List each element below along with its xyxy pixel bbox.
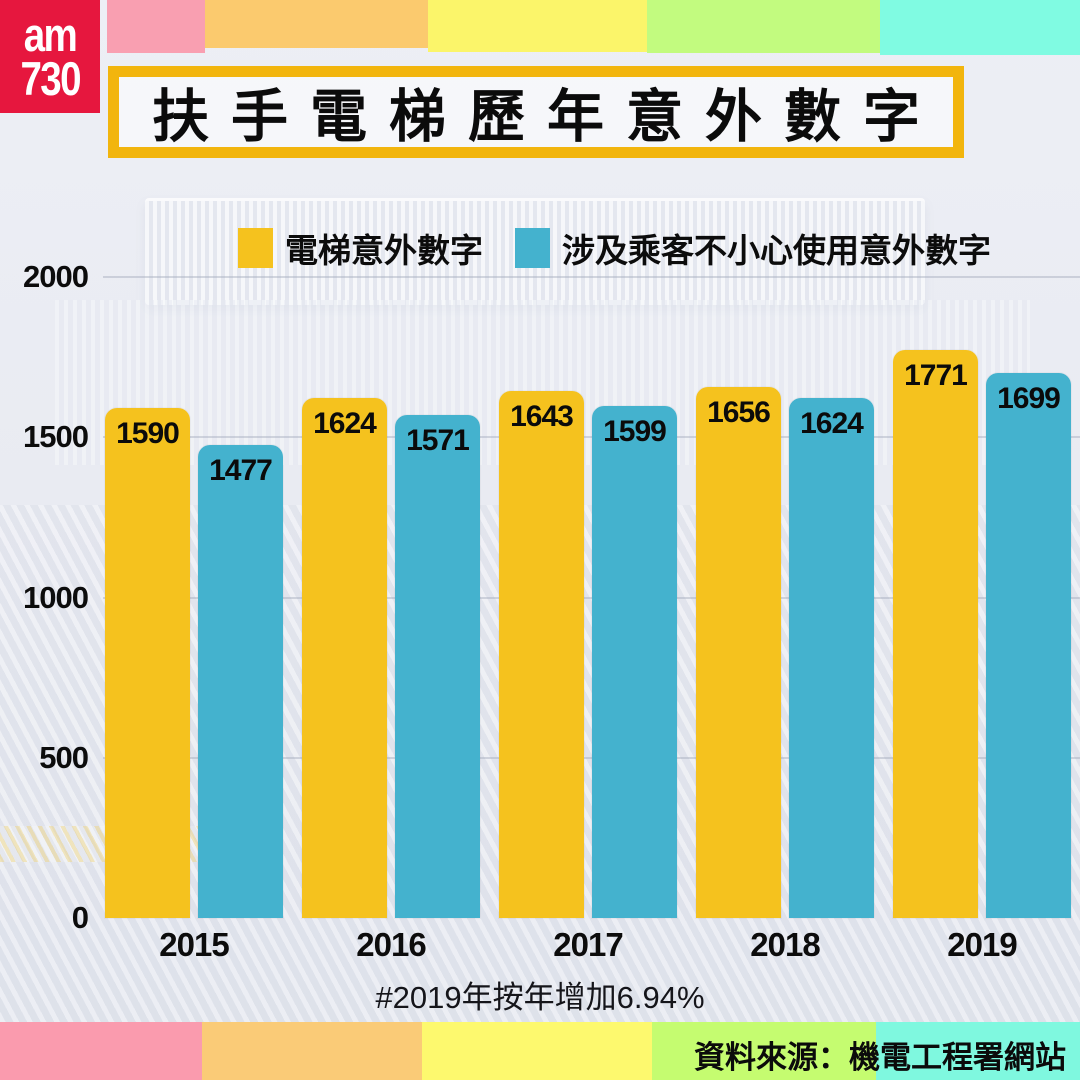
bar-group-2019: 1771 1699 [893,277,1071,918]
bar-group-2017: 1643 1599 [499,277,677,918]
legend-swatch-yellow [238,228,273,268]
legend-swatch-blue [515,228,550,268]
bottom-stripe-2 [202,1022,422,1080]
logo-line-2: 730 [20,51,81,105]
gridline-500 [103,756,1080,759]
bar-2015-careless: 1477 [198,444,283,918]
bar-2015-accidents: 1590 [105,408,190,918]
x-axis-labels: 2015 2016 2017 2018 2019 [105,926,1071,968]
bar-group-2018: 1656 1624 [696,277,874,918]
y-tick-2000: 2000 [23,259,89,294]
bar-group-2015: 1590 1477 [105,277,283,918]
top-stripe-2 [205,0,428,48]
bar-plot-area: 1590 1477 1624 1571 1643 1599 1656 1624 1771 1699 [105,277,1071,918]
legend-item-passenger-careless: 涉及乘客不小心使用意外數字 [515,224,991,272]
x-tick-2018: 2018 [750,926,820,963]
x-tick-2016: 2016 [356,926,426,963]
bar-value-label: 1477 [209,453,273,487]
bar-value-label: 1624 [313,406,377,440]
legend-item-escalator-accidents: 電梯意外數字 [238,224,483,272]
bar-value-label: 1599 [603,414,667,448]
x-tick-2019: 2019 [947,926,1017,963]
bar-value-label: 1699 [997,382,1061,416]
logo-line-1: am [23,8,78,62]
y-tick-1000: 1000 [23,579,89,615]
bar-2019-careless: 1699 [986,373,1071,918]
source-credit: 資料來源：機電工程署網站 [694,1040,1066,1075]
bar-2018-careless: 1624 [789,397,874,918]
gridline-1000 [103,596,1080,599]
bottom-stripe-1 [0,1022,202,1080]
bar-2018-accidents: 1656 [696,387,781,918]
bar-2017-accidents: 1643 [499,391,584,918]
legend-label: 電梯意外數字 [285,232,483,269]
x-tick-2015: 2015 [159,926,229,963]
legend-label: 涉及乘客不小心使用意外數字 [562,232,991,269]
top-stripe-5 [880,0,1080,55]
bar-2016-careless: 1571 [395,414,480,918]
bottom-stripe-5 [876,1022,1080,1080]
gridline-1500 [103,436,1080,439]
title-box: 扶手電梯歷年意外數字 [108,66,964,158]
bar-2017-careless: 1599 [592,405,677,918]
bottom-stripe-3 [422,1022,652,1080]
y-tick-0: 0 [71,900,89,935]
am730-logo: am 730 [0,0,100,113]
bar-value-label: 1771 [904,359,968,393]
page-title: 扶手電梯歷年意外數字 [152,85,942,149]
top-stripe-4 [647,0,880,53]
bar-value-label: 1590 [116,417,180,451]
bar-value-label: 1643 [510,400,574,434]
top-stripe-3 [428,0,647,52]
y-tick-1500: 1500 [23,419,89,455]
x-tick-2017: 2017 [553,926,623,963]
footnote: #2019年按年增加6.94% [375,980,705,1015]
bar-group-2016: 1624 1571 [302,277,480,918]
bar-value-label: 1571 [406,423,470,457]
chart-legend: 電梯意外數字 涉及乘客不小心使用意外數字 [238,224,991,272]
bar-2019-accidents: 1771 [893,350,978,918]
bar-2016-accidents: 1624 [302,397,387,918]
bar-value-label: 1656 [707,396,771,430]
top-stripe-1 [107,0,205,53]
y-tick-500: 500 [39,739,89,775]
bottom-stripe-4 [652,1022,876,1080]
gridline-2000 [103,276,1080,278]
bar-value-label: 1624 [800,406,864,440]
